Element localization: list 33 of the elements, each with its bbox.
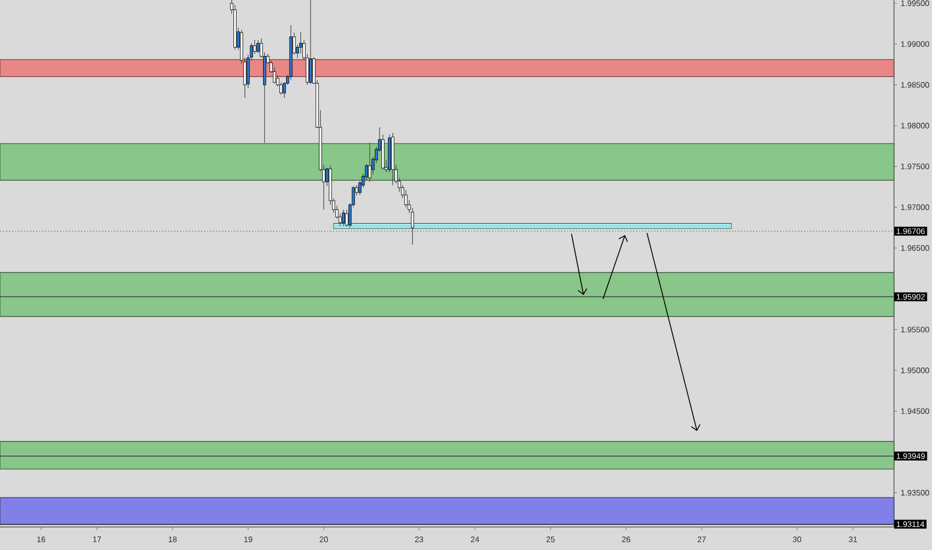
x-tick-label: 16 — [37, 536, 46, 542]
candlestick — [342, 209, 346, 226]
y-tick-label: 1.94500 — [901, 408, 930, 414]
x-tick-label: 30 — [792, 536, 802, 542]
x-tick-label: 31 — [848, 536, 857, 542]
x-tick-label: 24 — [470, 536, 480, 542]
x-tick-label: 26 — [622, 536, 630, 542]
ref-line-label: 1.93114 — [896, 521, 924, 528]
x-tick-label: 23 — [415, 536, 424, 542]
y-tick-label: 1.98500 — [901, 82, 930, 88]
ref-line-label: 1.95902 — [896, 294, 925, 300]
y-tick-label: 1.99000 — [901, 41, 930, 47]
x-tick-label: 20 — [320, 536, 328, 542]
x-tick-label: 25 — [546, 536, 555, 542]
ref-line-label: 1.93949 — [896, 453, 925, 459]
x-tick-label: 18 — [168, 536, 177, 542]
y-tick-label: 1.96500 — [901, 245, 930, 251]
y-tick-label: 1.95500 — [901, 326, 930, 332]
candlestick — [299, 32, 302, 54]
x-tick-label: 27 — [698, 536, 706, 542]
y-tick-label: 1.97000 — [901, 204, 930, 210]
candlestick — [368, 142, 372, 182]
candlestick — [256, 40, 260, 54]
candlestick — [309, 0, 312, 84]
y-tick-label: 1.97500 — [901, 164, 930, 170]
y-tick-label: 1.93500 — [901, 490, 930, 496]
x-tick-label: 19 — [244, 536, 252, 542]
x-tick-label: 17 — [93, 536, 102, 542]
candlestick — [253, 40, 256, 54]
y-tick-label: 1.95000 — [901, 368, 930, 374]
y-tick-label: 1.98000 — [901, 122, 930, 128]
y-tick-label: 1.99500 — [901, 0, 930, 6]
ref-line-label: 1.96706 — [896, 228, 925, 234]
